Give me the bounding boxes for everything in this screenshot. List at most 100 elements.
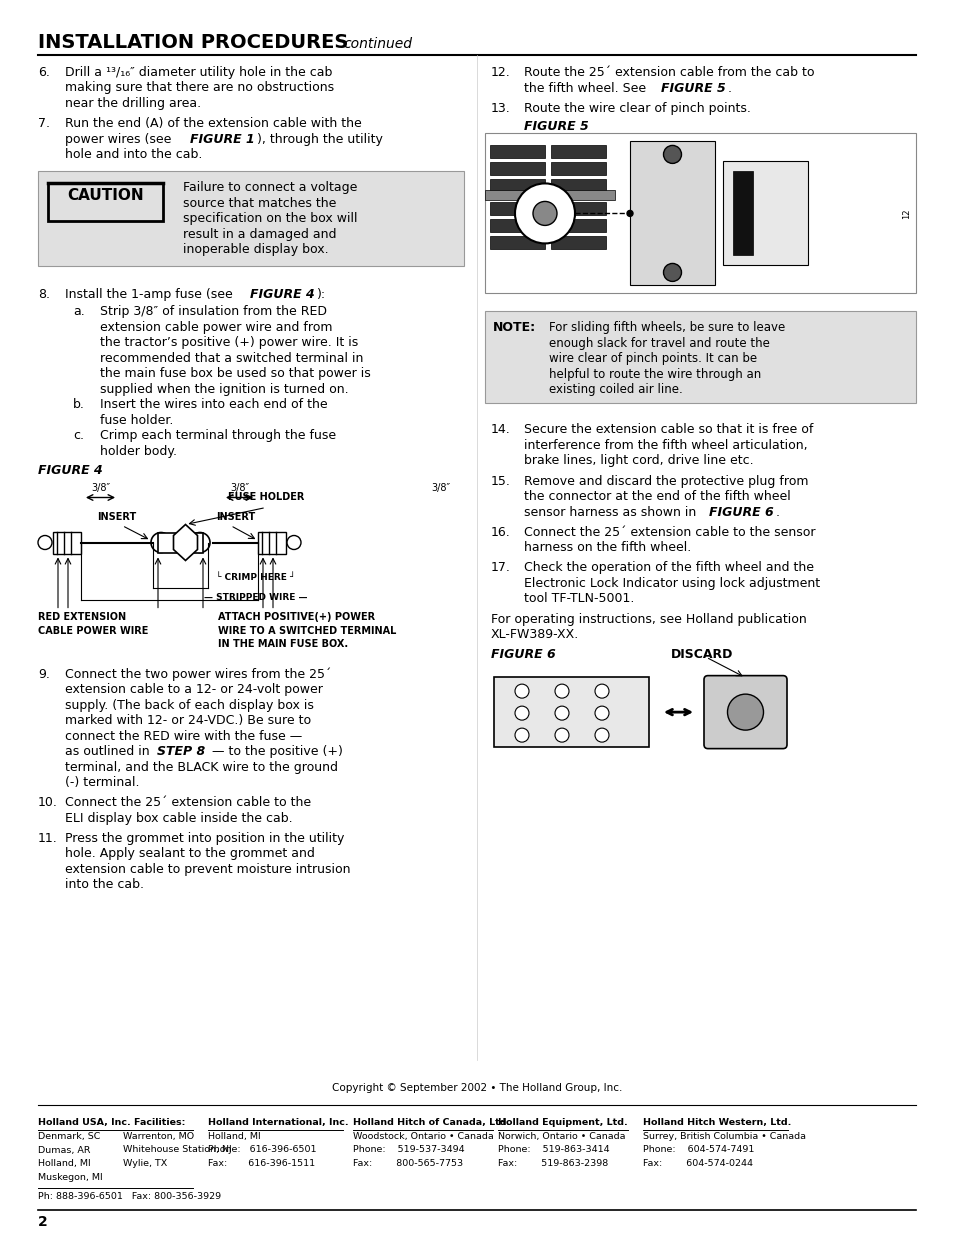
Text: Denmark, SC: Denmark, SC: [38, 1132, 100, 1141]
Text: Phone:    519-537-3494: Phone: 519-537-3494: [353, 1146, 464, 1155]
Text: FIGURE 5: FIGURE 5: [660, 82, 725, 95]
Bar: [490, 179, 544, 193]
Text: Phone:   616-396-6501: Phone: 616-396-6501: [208, 1146, 316, 1155]
Text: Surrey, British Columbia • Canada: Surrey, British Columbia • Canada: [642, 1132, 805, 1141]
Text: Failure to connect a voltage: Failure to connect a voltage: [183, 182, 357, 194]
Text: Copyright © September 2002 • The Holland Group, Inc.: Copyright © September 2002 • The Holland…: [332, 1083, 621, 1093]
Bar: [494, 677, 648, 747]
Circle shape: [662, 146, 680, 163]
Text: 10.: 10.: [38, 797, 58, 809]
Text: Fax:        519-863-2398: Fax: 519-863-2398: [497, 1158, 608, 1168]
Circle shape: [287, 536, 301, 550]
Circle shape: [515, 729, 529, 742]
Text: specification on the box will: specification on the box will: [183, 212, 357, 226]
Text: Run the end (A) of the extension cable with the: Run the end (A) of the extension cable w…: [65, 117, 361, 130]
Bar: [551, 203, 605, 215]
Text: a.: a.: [73, 305, 85, 319]
FancyBboxPatch shape: [38, 172, 463, 267]
Bar: [551, 146, 605, 158]
Text: For operating instructions, see Holland publication: For operating instructions, see Holland …: [491, 613, 806, 625]
Text: near the drilling area.: near the drilling area.: [65, 98, 201, 110]
Text: hole and into the cab.: hole and into the cab.: [65, 148, 202, 161]
Polygon shape: [173, 525, 197, 561]
Text: Fax:        800-565-7753: Fax: 800-565-7753: [353, 1158, 462, 1168]
Text: 11.: 11.: [38, 832, 58, 845]
Text: Ph: 888-396-6501   Fax: 800-356-3929: Ph: 888-396-6501 Fax: 800-356-3929: [38, 1192, 221, 1200]
Text: brake lines, light cord, drive line etc.: brake lines, light cord, drive line etc.: [523, 454, 753, 467]
Text: Norwich, Ontario • Canada: Norwich, Ontario • Canada: [497, 1132, 625, 1141]
Text: FIGURE 4: FIGURE 4: [250, 289, 314, 301]
Text: 13.: 13.: [491, 101, 510, 115]
Text: Wylie, TX: Wylie, TX: [123, 1158, 167, 1168]
Text: STEP 8: STEP 8: [157, 745, 205, 758]
Text: 3/8″: 3/8″: [91, 483, 110, 494]
Text: FIGURE 4: FIGURE 4: [38, 463, 103, 477]
Text: FIGURE 1: FIGURE 1: [190, 132, 254, 146]
Text: 15.: 15.: [491, 474, 511, 488]
Circle shape: [595, 706, 608, 720]
Text: Connect the two power wires from the 25´: Connect the two power wires from the 25´: [65, 667, 331, 680]
Text: — STRIPPED WIRE —: — STRIPPED WIRE —: [204, 593, 308, 601]
Text: ELI display box cable inside the cab.: ELI display box cable inside the cab.: [65, 811, 293, 825]
Circle shape: [151, 532, 171, 552]
Text: Holland Hitch of Canada, Ltd.: Holland Hitch of Canada, Ltd.: [353, 1118, 510, 1128]
Text: tool TF-TLN-5001.: tool TF-TLN-5001.: [523, 593, 634, 605]
Circle shape: [555, 684, 568, 698]
Text: Route the wire clear of pinch points.: Route the wire clear of pinch points.: [523, 101, 750, 115]
Text: Press the grommet into position in the utility: Press the grommet into position in the u…: [65, 832, 344, 845]
Circle shape: [662, 263, 680, 282]
Bar: [551, 179, 605, 193]
Text: RED EXTENSION
CABLE POWER WIRE: RED EXTENSION CABLE POWER WIRE: [38, 613, 149, 636]
Text: 9.: 9.: [38, 667, 50, 680]
Text: Holland International, Inc.: Holland International, Inc.: [208, 1118, 348, 1128]
Bar: [490, 163, 544, 175]
Bar: [490, 236, 544, 249]
Text: helpful to route the wire through an: helpful to route the wire through an: [548, 368, 760, 380]
Text: Fax:        604-574-0244: Fax: 604-574-0244: [642, 1158, 752, 1168]
Text: Holland, MI: Holland, MI: [208, 1132, 260, 1141]
Text: 14.: 14.: [491, 424, 510, 436]
Circle shape: [190, 532, 210, 552]
Text: power wires (see: power wires (see: [65, 132, 175, 146]
Text: existing coiled air line.: existing coiled air line.: [548, 383, 682, 396]
Text: Woodstock, Ontario • Canada: Woodstock, Ontario • Canada: [353, 1132, 494, 1141]
Text: FIGURE 6: FIGURE 6: [708, 505, 773, 519]
Bar: [722, 162, 807, 266]
Text: Strip 3/8″ of insulation from the RED: Strip 3/8″ of insulation from the RED: [100, 305, 327, 319]
Text: 7.: 7.: [38, 117, 50, 130]
Text: result in a damaged and: result in a damaged and: [183, 228, 336, 241]
FancyBboxPatch shape: [48, 184, 163, 221]
Text: Drill a ¹³/₁₆″ diameter utility hole in the cab: Drill a ¹³/₁₆″ diameter utility hole in …: [65, 65, 332, 79]
Text: 3/8″: 3/8″: [431, 483, 450, 494]
Text: NOTE:: NOTE:: [493, 321, 536, 335]
Text: Connect the 25´ extension cable to the sensor: Connect the 25´ extension cable to the s…: [523, 526, 815, 538]
Text: Warrenton, MO: Warrenton, MO: [123, 1132, 193, 1141]
Text: into the cab.: into the cab.: [65, 878, 144, 892]
Text: 12: 12: [901, 209, 910, 219]
Text: .: .: [727, 82, 731, 95]
Bar: [490, 146, 544, 158]
Circle shape: [727, 694, 762, 730]
Text: fuse holder.: fuse holder.: [100, 414, 173, 427]
Text: 2: 2: [38, 1215, 48, 1229]
Text: sensor harness as shown in: sensor harness as shown in: [523, 505, 700, 519]
Text: as outlined in: as outlined in: [65, 745, 153, 758]
Text: ), through the utility: ), through the utility: [256, 132, 382, 146]
Text: Muskegon, MI: Muskegon, MI: [38, 1172, 103, 1182]
Text: terminal, and the BLACK wire to the ground: terminal, and the BLACK wire to the grou…: [65, 761, 337, 773]
Text: c.: c.: [73, 430, 84, 442]
Text: CAUTION: CAUTION: [67, 189, 144, 204]
Text: continued: continued: [343, 37, 412, 51]
Text: holder body.: holder body.: [100, 445, 177, 458]
Text: Route the 25´ extension cable from the cab to: Route the 25´ extension cable from the c…: [523, 65, 814, 79]
Text: 6.: 6.: [38, 65, 50, 79]
Text: Holland Hitch Western, Ltd.: Holland Hitch Western, Ltd.: [642, 1118, 791, 1128]
Text: Phone:    604-574-7491: Phone: 604-574-7491: [642, 1146, 754, 1155]
Text: Electronic Lock Indicator using lock adjustment: Electronic Lock Indicator using lock adj…: [523, 577, 820, 590]
Text: extension cable power wire and from: extension cable power wire and from: [100, 321, 333, 333]
FancyBboxPatch shape: [484, 311, 915, 404]
Text: Holland, MI: Holland, MI: [38, 1158, 91, 1168]
Text: enough slack for travel and route the: enough slack for travel and route the: [548, 337, 769, 350]
Circle shape: [595, 729, 608, 742]
Circle shape: [38, 536, 52, 550]
